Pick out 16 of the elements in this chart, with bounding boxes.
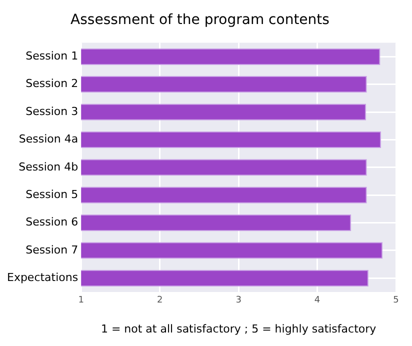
y-tick-label: Session 4b — [18, 160, 78, 174]
y-tick-label: Session 2 — [26, 77, 78, 90]
y-tick-label: Session 5 — [26, 188, 78, 201]
x-axis-title: 1 = not at all satisfactory ; 5 = highly satisfactory — [100, 322, 377, 336]
x-tick-label: 2 — [156, 296, 163, 306]
y-tick-label: Session 7 — [26, 243, 78, 256]
y-tick-label: Session 4a — [18, 132, 78, 146]
y-tick-label: Expectations — [6, 271, 78, 284]
chart-title: Assessment of the program contents — [70, 12, 330, 28]
x-tick-label: 5 — [393, 296, 399, 306]
y-tick-label: Session 6 — [26, 216, 78, 229]
x-tick-label: 3 — [236, 296, 242, 306]
y-tick-label: Session 3 — [26, 104, 78, 118]
x-tick-label: 1 — [78, 296, 84, 306]
y-tick-label: Session 1 — [26, 50, 78, 63]
x-tick-label: 4 — [314, 296, 320, 306]
